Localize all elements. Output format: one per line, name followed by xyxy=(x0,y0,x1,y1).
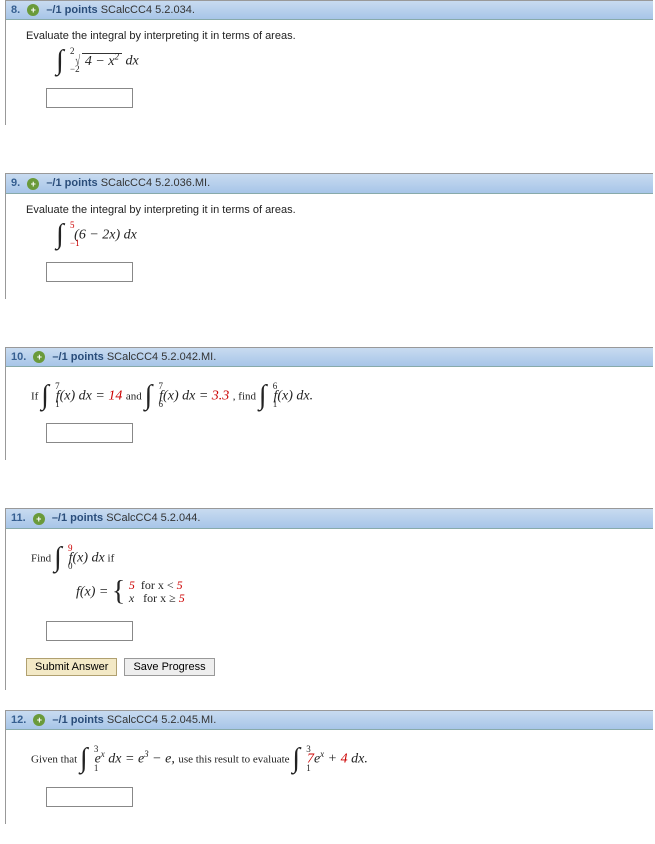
answer-input[interactable] xyxy=(46,787,133,807)
question-body: Evaluate the integral by interpreting it… xyxy=(6,194,653,299)
equation-line: Given that ∫31 ex dx = e3 − e, use this … xyxy=(31,748,633,770)
question-number: 11. xyxy=(11,512,26,524)
equation-line: If ∫71 f(x) dx = 14 and ∫76 f(x) dx = 3.… xyxy=(31,385,633,407)
question-11: 11. + –/1 points SCalcCC4 5.2.044. Find … xyxy=(5,508,653,690)
question-10: 10. + –/1 points SCalcCC4 5.2.042.MI. If… xyxy=(5,347,653,460)
reference-label: SCalcCC4 5.2.042.MI. xyxy=(107,351,216,363)
question-header: 11. + –/1 points SCalcCC4 5.2.044. xyxy=(6,509,653,528)
integral-expression: ∫2−2 √4 − x2 dx xyxy=(56,50,633,72)
reference-label: SCalcCC4 5.2.044. xyxy=(106,512,200,524)
question-12: 12. + –/1 points SCalcCC4 5.2.045.MI. Gi… xyxy=(5,710,653,823)
integral-expression: ∫5−1 (6 − 2x) dx xyxy=(56,224,633,246)
points-label: –/1 points xyxy=(52,351,103,363)
question-header: 8. + –/1 points SCalcCC4 5.2.034. xyxy=(6,1,653,20)
question-header: 12. + –/1 points SCalcCC4 5.2.045.MI. xyxy=(6,711,653,730)
expand-icon[interactable]: + xyxy=(27,4,39,16)
points-label: –/1 points xyxy=(52,714,103,726)
answer-input[interactable] xyxy=(46,621,133,641)
reference-label: SCalcCC4 5.2.036.MI. xyxy=(101,177,210,189)
question-8: 8. + –/1 points SCalcCC4 5.2.034. Evalua… xyxy=(5,0,653,125)
piecewise-def: f(x) = { 5 for x < 5 x for x ≥ 5 xyxy=(76,579,633,605)
expand-icon[interactable]: + xyxy=(33,714,45,726)
reference-label: SCalcCC4 5.2.034. xyxy=(101,4,195,16)
question-number: 12. xyxy=(11,714,26,726)
answer-input[interactable] xyxy=(46,88,133,108)
answer-input[interactable] xyxy=(46,262,133,282)
question-number: 9. xyxy=(11,177,20,189)
question-number: 10. xyxy=(11,351,26,363)
expand-icon[interactable]: + xyxy=(33,513,45,525)
answer-input[interactable] xyxy=(46,423,133,443)
question-header: 9. + –/1 points SCalcCC4 5.2.036.MI. xyxy=(6,174,653,193)
points-label: –/1 points xyxy=(46,177,97,189)
question-body: Given that ∫31 ex dx = e3 − e, use this … xyxy=(6,730,653,823)
find-line: Find ∫90 f(x) dx if xyxy=(31,547,633,569)
question-body: Evaluate the integral by interpreting it… xyxy=(6,20,653,125)
question-body: If ∫71 f(x) dx = 14 and ∫76 f(x) dx = 3.… xyxy=(6,367,653,460)
question-number: 8. xyxy=(11,4,20,16)
expand-icon[interactable]: + xyxy=(27,178,39,190)
question-body: Find ∫90 f(x) dx if f(x) = { 5 for x < 5… xyxy=(6,529,653,691)
expand-icon[interactable]: + xyxy=(33,351,45,363)
points-label: –/1 points xyxy=(52,512,103,524)
prompt-text: Evaluate the integral by interpreting it… xyxy=(26,30,633,42)
submit-button[interactable]: Submit Answer xyxy=(26,658,117,676)
save-button[interactable]: Save Progress xyxy=(124,658,214,676)
question-9: 9. + –/1 points SCalcCC4 5.2.036.MI. Eva… xyxy=(5,173,653,298)
points-label: –/1 points xyxy=(46,4,97,16)
reference-label: SCalcCC4 5.2.045.MI. xyxy=(107,714,216,726)
prompt-text: Evaluate the integral by interpreting it… xyxy=(26,204,633,216)
question-header: 10. + –/1 points SCalcCC4 5.2.042.MI. xyxy=(6,348,653,367)
